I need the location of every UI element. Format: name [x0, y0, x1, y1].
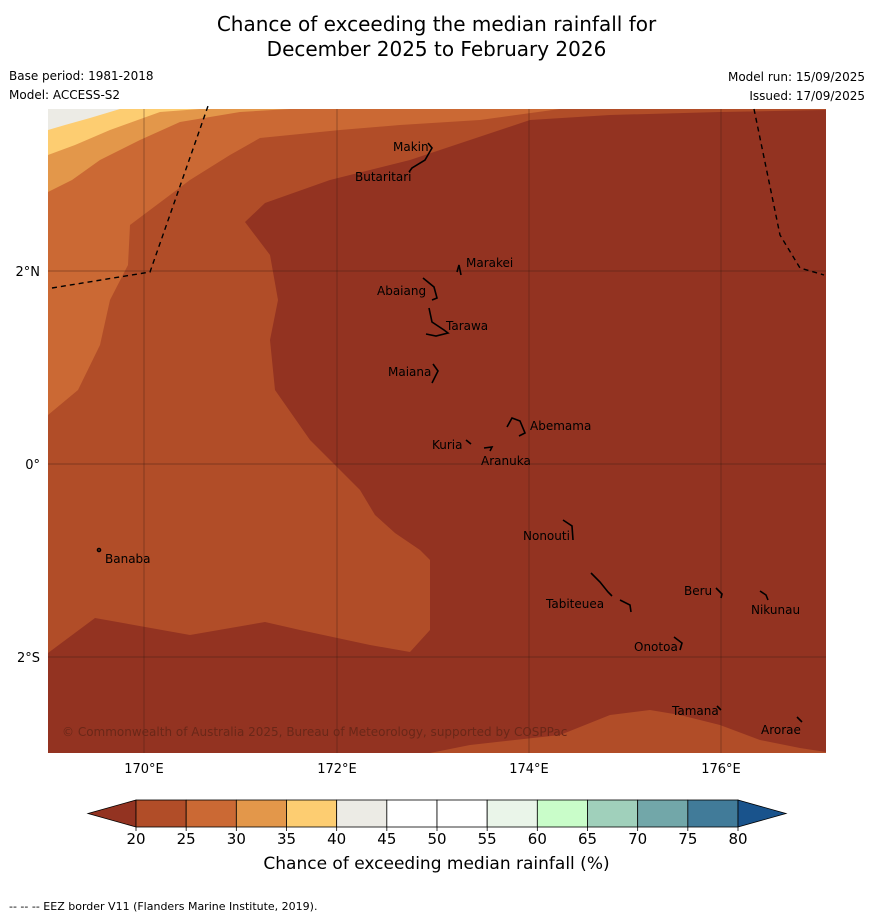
base-period: Base period: 1981-2018 — [9, 69, 154, 83]
title-line-1: Chance of exceeding the median rainfall … — [216, 12, 657, 36]
lat-tick-label: 2°S — [17, 651, 40, 666]
place-label-tabiteuea: Tabiteuea — [545, 597, 604, 611]
colorbar-tick-label: 60 — [528, 830, 547, 848]
graticule — [48, 109, 826, 753]
contour-30-35 — [48, 109, 560, 415]
colorbar-tick-label: 70 — [628, 830, 647, 848]
place-label-nonouti: Nonouti — [523, 529, 570, 543]
colorbar-tick-label: 25 — [177, 830, 196, 848]
lat-tick-label: 0° — [25, 458, 40, 473]
colorbar-high-extension — [737, 799, 788, 828]
colorbar-segment — [286, 799, 338, 828]
colorbar-tick-label: 80 — [728, 830, 747, 848]
colorbar: 20 25 30 35 40 45 50 55 60 65 70 75 80 — [86, 799, 788, 848]
model-name: Model: ACCESS-S2 — [9, 88, 121, 102]
colorbar-tick-label: 30 — [227, 830, 246, 848]
place-label-arorae: Arorae — [761, 723, 801, 737]
colorbar-segment — [386, 799, 438, 828]
place-label-tamana: Tamana — [671, 704, 719, 718]
colorbar-segment — [185, 799, 237, 828]
axis-tick-labels: 170°E 172°E 174°E 176°E 2°N 0° 2°S — [16, 265, 741, 777]
place-labels: Makin Butaritari Marakei Abaiang Tarawa Maian… — [105, 140, 801, 737]
lon-tick-label: 174°E — [509, 762, 549, 777]
colorbar-segment — [536, 799, 588, 828]
issued-date: Issued: 17/09/2025 — [749, 89, 865, 103]
colorbar-segment — [436, 799, 488, 828]
model-run: Model run: 15/09/2025 — [727, 70, 865, 84]
copyright-notice: © Commonwealth of Australia 2025, Bureau… — [62, 725, 567, 739]
title-line-2: December 2025 to February 2026 — [266, 37, 607, 61]
colorbar-tick-label: 20 — [126, 830, 145, 848]
place-label-abaiang: Abaiang — [377, 284, 426, 298]
colorbar-segment — [336, 799, 388, 828]
lon-tick-label: 172°E — [317, 762, 357, 777]
contour-45-50 — [48, 109, 120, 130]
place-label-banaba: Banaba — [105, 552, 151, 566]
place-label-maiana: Maiana — [388, 365, 431, 379]
rainfall-contours — [48, 109, 826, 753]
place-label-beru: Beru — [684, 584, 712, 598]
colorbar-segment — [587, 799, 639, 828]
place-label-kuria: Kuria — [432, 438, 463, 452]
colorbar-tick-label: 65 — [578, 830, 597, 848]
lon-tick-label: 170°E — [124, 762, 164, 777]
lon-tick-label: 176°E — [701, 762, 741, 777]
contour-40-45 — [48, 109, 200, 155]
colorbar-segment — [135, 799, 187, 828]
colorbar-tick-label: 55 — [478, 830, 497, 848]
colorbar-segment — [687, 799, 739, 828]
colorbar-tick-label: 50 — [427, 830, 446, 848]
colorbar-tick-label: 45 — [377, 830, 396, 848]
place-label-makin: Makin — [393, 140, 429, 154]
place-label-tarawa: Tarawa — [445, 319, 488, 333]
place-label-onotoa: Onotoa — [634, 640, 678, 654]
contour-25-30 — [48, 109, 826, 653]
legend-label: Chance of exceeding median rainfall (%) — [263, 854, 610, 874]
map-title: Chance of exceeding the median rainfall … — [0, 12, 873, 62]
colorbar-segment — [235, 799, 287, 828]
eez-border — [51, 105, 825, 289]
place-label-aranuka: Aranuka — [481, 454, 531, 468]
place-label-abemama: Abemama — [530, 419, 591, 433]
place-label-butaritari: Butaritari — [355, 170, 412, 184]
colorbar-low-extension — [86, 799, 137, 828]
place-label-marakei: Marakei — [466, 256, 513, 270]
colorbar-segment — [637, 799, 689, 828]
colorbar-tick-label: 40 — [327, 830, 346, 848]
island-outlines — [96, 142, 803, 723]
colorbar-tick-label: 35 — [277, 830, 296, 848]
colorbar-segment — [486, 799, 538, 828]
colorbar-tick-label: 75 — [678, 830, 697, 848]
lat-tick-label: 2°N — [16, 265, 41, 280]
place-label-nikunau: Nikunau — [751, 603, 800, 617]
eez-footnote: -- -- -- EEZ border V11 (Flanders Marine… — [9, 900, 318, 913]
